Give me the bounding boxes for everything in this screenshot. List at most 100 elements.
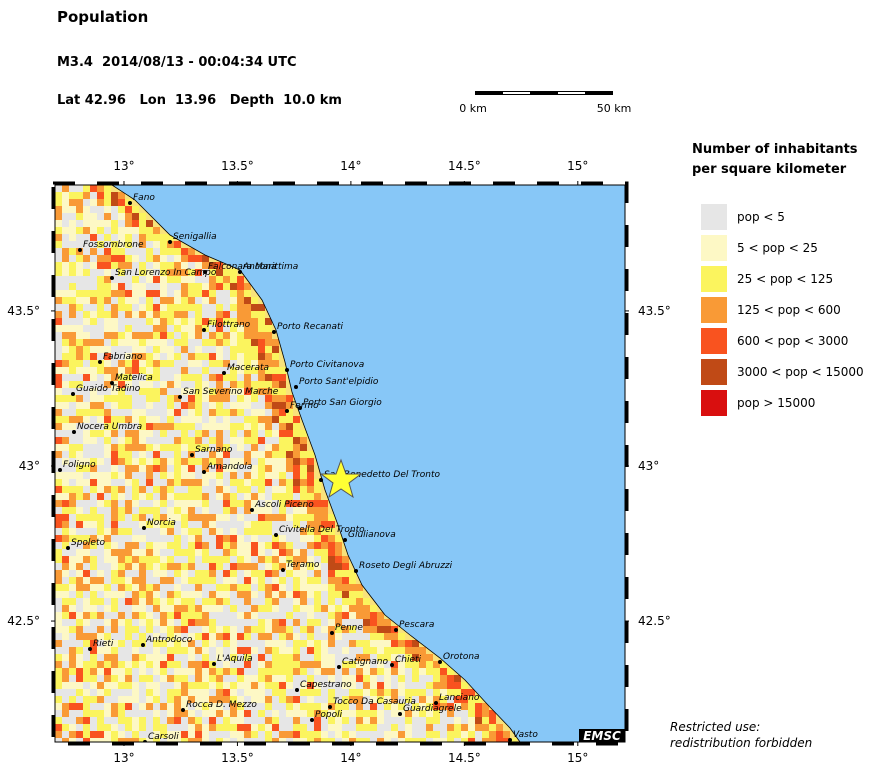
pop-cell (328, 668, 335, 675)
pop-cell (328, 528, 335, 535)
city-dot (438, 660, 442, 664)
pop-cell (223, 640, 230, 647)
pop-cell (104, 528, 111, 535)
pop-cell (433, 738, 440, 742)
pop-cell (223, 458, 230, 465)
pop-cell (328, 738, 335, 742)
pop-cell (342, 612, 349, 619)
pop-cell (314, 535, 321, 542)
pop-cell (167, 549, 174, 556)
pop-cell (405, 724, 412, 731)
pop-cell (125, 269, 132, 276)
pop-cell (405, 682, 412, 689)
pop-cell (321, 724, 328, 731)
pop-cell (69, 703, 76, 710)
pop-cell (104, 353, 111, 360)
pop-cell (251, 654, 258, 661)
pop-cell (76, 626, 83, 633)
pop-cell (230, 500, 237, 507)
pop-cell (62, 255, 69, 262)
pop-cell (307, 654, 314, 661)
pop-cell (76, 682, 83, 689)
city-label: Catignano (342, 657, 388, 667)
pop-cell (174, 262, 181, 269)
pop-cell (111, 521, 118, 528)
pop-cell (181, 500, 188, 507)
pop-cell (125, 381, 132, 388)
pop-cell (153, 304, 160, 311)
city-dot (178, 395, 182, 399)
pop-cell (76, 283, 83, 290)
pop-cell (314, 647, 321, 654)
pop-cell (237, 682, 244, 689)
pop-cell (153, 423, 160, 430)
pop-cell (195, 724, 202, 731)
pop-cell (279, 668, 286, 675)
pop-cell (223, 570, 230, 577)
pop-cell (153, 318, 160, 325)
pop-cell (153, 577, 160, 584)
pop-cell (454, 731, 461, 738)
pop-cell (69, 297, 76, 304)
pop-cell (377, 647, 384, 654)
pop-cell (111, 535, 118, 542)
pop-cell (83, 402, 90, 409)
pop-cell (251, 416, 258, 423)
pop-cell (244, 395, 251, 402)
pop-cell (97, 626, 104, 633)
pop-cell (69, 493, 76, 500)
pop-cell (111, 738, 118, 742)
pop-cell (90, 598, 97, 605)
pop-cell (202, 444, 209, 451)
pop-cell (216, 381, 223, 388)
pop-cell (174, 465, 181, 472)
pop-cell (237, 276, 244, 283)
pop-cell (293, 556, 300, 563)
pop-cell (202, 521, 209, 528)
pop-cell (251, 465, 258, 472)
pop-cell (146, 710, 153, 717)
legend-swatch (701, 204, 727, 230)
pop-cell (286, 521, 293, 528)
pop-cell (265, 640, 272, 647)
pop-cell (55, 269, 62, 276)
pop-cell (153, 696, 160, 703)
pop-cell (293, 444, 300, 451)
pop-cell (356, 584, 363, 591)
pop-cell (111, 346, 118, 353)
pop-cell (237, 416, 244, 423)
pop-cell (377, 710, 384, 717)
pop-cell (251, 598, 258, 605)
pop-cell (97, 647, 104, 654)
pop-cell (160, 731, 167, 738)
pop-cell (237, 619, 244, 626)
pop-cell (265, 486, 272, 493)
pop-cell (69, 626, 76, 633)
pop-cell (62, 598, 69, 605)
pop-cell (153, 549, 160, 556)
pop-cell (237, 696, 244, 703)
pop-cell (167, 276, 174, 283)
pop-cell (69, 381, 76, 388)
pop-cell (265, 388, 272, 395)
pop-cell (377, 689, 384, 696)
pop-cell (118, 570, 125, 577)
pop-cell (230, 717, 237, 724)
pop-cell (125, 661, 132, 668)
pop-cell (132, 206, 139, 213)
pop-cell (132, 346, 139, 353)
pop-cell (104, 696, 111, 703)
pop-cell (118, 563, 125, 570)
pop-cell (139, 675, 146, 682)
pop-cell (307, 710, 314, 717)
pop-cell (468, 689, 475, 696)
pop-cell (258, 584, 265, 591)
pop-cell (286, 682, 293, 689)
pop-cell (258, 605, 265, 612)
pop-cell (118, 213, 125, 220)
pop-cell (258, 535, 265, 542)
pop-cell (412, 647, 419, 654)
pop-cell (342, 570, 349, 577)
pop-cell (125, 682, 132, 689)
